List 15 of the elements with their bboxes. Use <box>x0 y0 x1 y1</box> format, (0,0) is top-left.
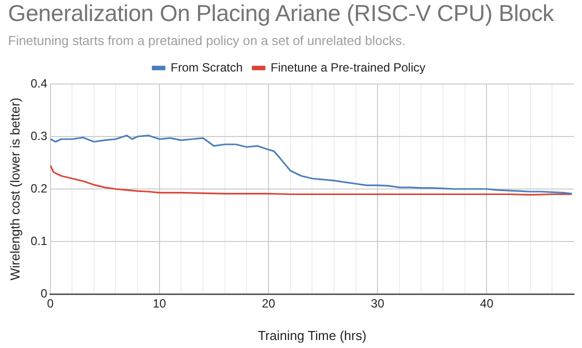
y-tick-label: 0.1 <box>30 234 48 248</box>
x-tick-label: 20 <box>262 296 276 311</box>
x-tick-label: 40 <box>480 296 494 311</box>
legend-label: Finetune a Pre-trained Policy <box>270 60 426 74</box>
x-tick-label: 30 <box>370 296 385 311</box>
chart-title: Generalization On Placing Ariane (RISC-V CPU) Block <box>8 0 554 27</box>
y-tick-label: 0.2 <box>30 181 48 196</box>
legend-label: From Scratch <box>170 60 243 74</box>
y-tick-label: 0.4 <box>30 76 48 90</box>
y-tick-label: 0 <box>40 286 48 300</box>
chart-subtitle: Finetuning starts from a pretained policy on a set of unrelated blocks. <box>8 33 406 48</box>
y-tick-label: 0.3 <box>30 128 48 143</box>
y-axis-title: Wirelength cost (lower is better) <box>7 98 22 280</box>
x-axis-title: Training Time (hrs) <box>258 328 366 343</box>
x-tick-label: 10 <box>152 296 166 311</box>
